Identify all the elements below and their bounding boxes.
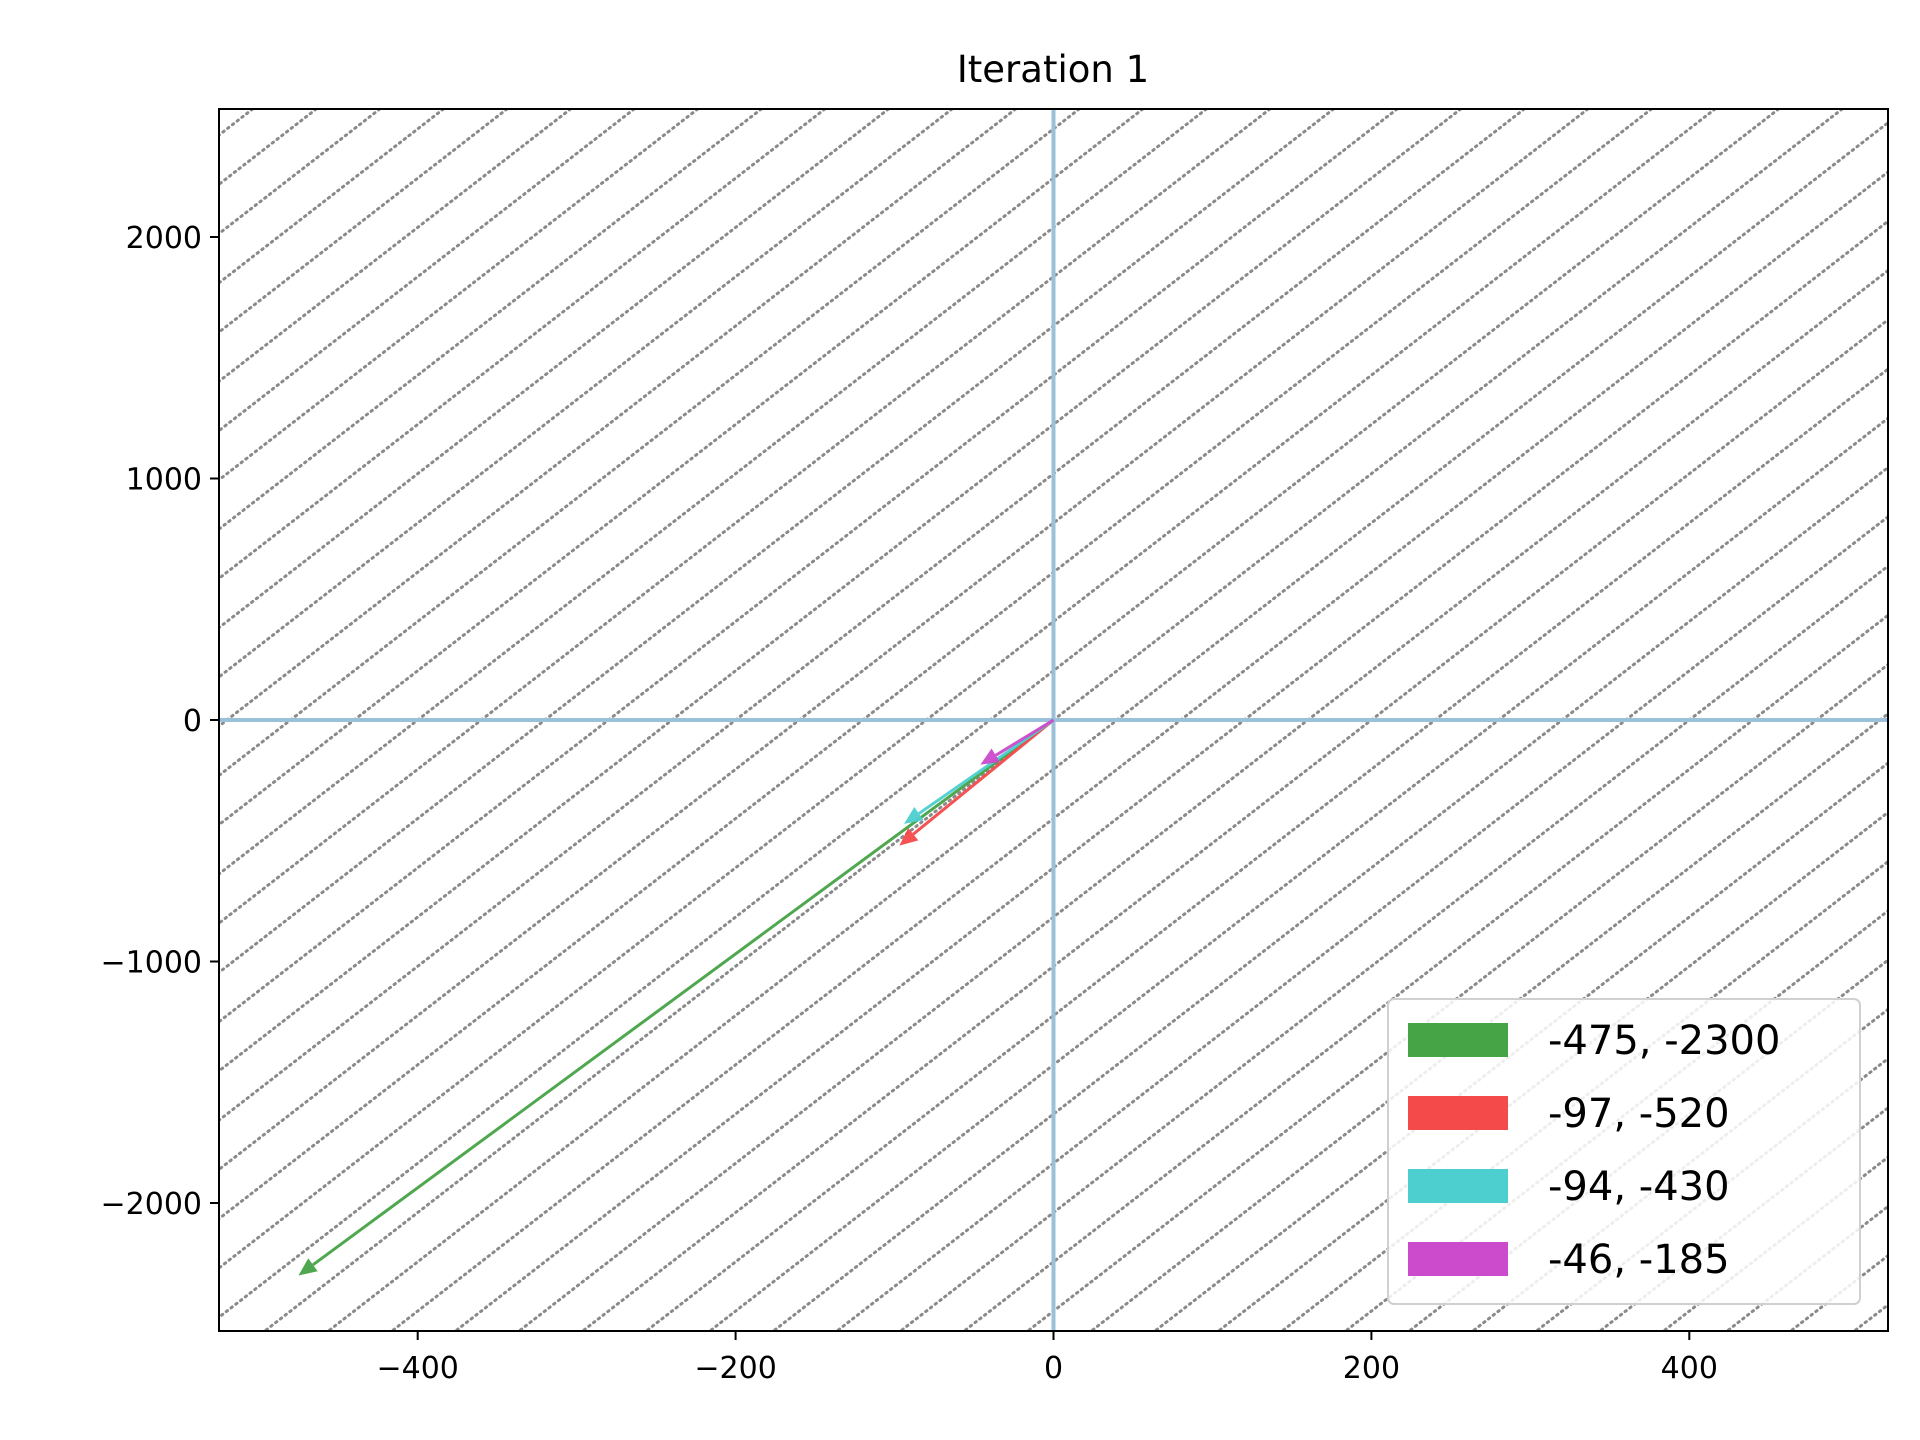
background-line [1888, 37, 1920, 1404]
y-tick-label: 1000 [126, 462, 202, 497]
y-tick-label: −2000 [101, 1187, 202, 1222]
legend-box [1387, 998, 1861, 1305]
arrow-shaft [312, 718, 1055, 1266]
x-tick-label: −200 [694, 1351, 776, 1386]
x-tick-label: −400 [376, 1351, 458, 1386]
legend-swatch [1408, 1169, 1508, 1203]
arrow-head [899, 828, 919, 846]
legend-label: -94, -430 [1548, 1164, 1730, 1210]
background-line [0, 37, 28, 1404]
vector-arrow [980, 718, 1055, 765]
background-line [219, 109, 446, 285]
background-line [219, 109, 891, 630]
arrow-head [980, 748, 1000, 765]
legend-label: -97, -520 [1548, 1091, 1730, 1137]
vector-arrows [298, 718, 1055, 1276]
chart-title: Iteration 1 [957, 48, 1149, 91]
background-line [219, 109, 574, 384]
x-tick-label: 0 [1044, 1351, 1063, 1386]
x-tick-label: 400 [1661, 1351, 1718, 1386]
background-line [1152, 761, 1888, 1331]
background-line [1661, 1155, 1888, 1331]
vector-arrow [298, 718, 1055, 1276]
background-line [219, 109, 510, 334]
legend-label: -46, -185 [1548, 1237, 1730, 1283]
background-line [219, 109, 828, 581]
x-tick-label: 200 [1343, 1351, 1400, 1386]
legend: -475, -2300 -97, -520 -94, -430 -46, -185 [1387, 998, 1861, 1305]
arrow-head [298, 1258, 318, 1276]
y-axis-ticks: 2000 1000 0 −1000 −2000 [101, 221, 219, 1222]
arrow-head [904, 807, 924, 824]
background-line [219, 109, 637, 433]
background-line [219, 109, 764, 532]
legend-swatch [1408, 1242, 1508, 1276]
legend-label: -475, -2300 [1548, 1018, 1780, 1064]
y-tick-label: 2000 [126, 221, 202, 256]
legend-swatch [1408, 1023, 1508, 1057]
y-tick-label: 0 [183, 704, 202, 739]
y-tick-label: −1000 [101, 946, 202, 981]
arrow-shaft [912, 718, 1055, 836]
legend-swatch [1408, 1096, 1508, 1130]
background-line [219, 109, 955, 679]
vector-arrow [899, 718, 1055, 846]
background-line [0, 37, 92, 1404]
background-line [219, 109, 701, 482]
x-axis-ticks: −400 −200 0 200 400 [376, 1331, 1718, 1386]
arrow-shaft [994, 718, 1055, 757]
vector-arrow [904, 718, 1055, 824]
arrow-shaft [918, 718, 1055, 815]
